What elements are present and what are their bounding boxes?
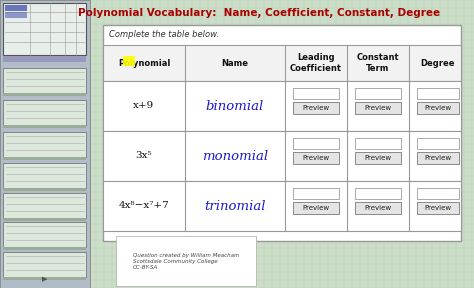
Bar [3, 100, 86, 125]
Bar [293, 88, 339, 99]
Text: Preview: Preview [424, 105, 452, 111]
Text: Leading
Coefficient: Leading Coefficient [290, 53, 342, 73]
Bar [355, 152, 401, 164]
Text: Preview: Preview [302, 205, 329, 211]
Bar [355, 202, 401, 214]
Text: Constant
Term: Constant Term [357, 53, 399, 73]
Bar [417, 152, 459, 164]
Bar [417, 202, 459, 214]
Bar [3, 218, 86, 221]
Bar [103, 25, 461, 241]
Text: Name: Name [221, 58, 248, 67]
Text: Polynomial Vocabulary:  Name, Coefficient, Constant, Degree: Polynomial Vocabulary: Name, Coefficient… [78, 8, 440, 18]
Text: 3x⁵: 3x⁵ [136, 151, 152, 160]
Bar [3, 157, 86, 160]
Text: 4x⁸−x⁷+7: 4x⁸−x⁷+7 [118, 202, 169, 211]
Bar [123, 56, 135, 66]
Text: Preview: Preview [302, 105, 329, 111]
Text: monomial: monomial [202, 149, 268, 162]
Text: Preview: Preview [365, 155, 392, 161]
Bar [417, 188, 459, 199]
Bar [103, 131, 461, 181]
Bar [3, 247, 86, 250]
Bar [3, 193, 86, 218]
Bar [3, 56, 86, 62]
Bar [3, 68, 86, 93]
Text: x+9: x+9 [133, 101, 155, 111]
Text: Polynomial: Polynomial [118, 58, 170, 67]
Bar [0, 0, 90, 288]
Text: Preview: Preview [365, 205, 392, 211]
Text: trinomial: trinomial [204, 200, 266, 213]
Bar [417, 88, 459, 99]
Bar [355, 88, 401, 99]
Text: Preview: Preview [424, 205, 452, 211]
Bar [3, 222, 86, 247]
Bar [103, 181, 461, 231]
Bar [103, 45, 461, 81]
Text: Preview: Preview [424, 155, 452, 161]
Bar [3, 3, 86, 55]
Bar [3, 93, 86, 96]
Text: binomial: binomial [206, 99, 264, 113]
Text: Preview: Preview [302, 155, 329, 161]
Bar [293, 102, 339, 114]
Bar [3, 132, 86, 157]
Bar [3, 163, 86, 188]
Text: Preview: Preview [365, 105, 392, 111]
Bar [3, 252, 86, 277]
Bar [5, 12, 27, 18]
Bar [5, 5, 27, 11]
Bar [103, 81, 461, 131]
Bar [417, 138, 459, 149]
Bar [3, 188, 86, 191]
Bar [293, 138, 339, 149]
Bar [417, 102, 459, 114]
Bar [3, 125, 86, 128]
Bar [293, 202, 339, 214]
Bar [3, 277, 86, 280]
Bar [293, 152, 339, 164]
Bar [355, 188, 401, 199]
Text: Question created by William Meacham
Scottsdale Community College
CC-BY-SA: Question created by William Meacham Scot… [133, 253, 239, 270]
Bar [293, 188, 339, 199]
Text: Degree: Degree [421, 58, 455, 67]
Text: ▶: ▶ [42, 276, 48, 282]
Bar [355, 102, 401, 114]
Text: Complete the table below.: Complete the table below. [109, 30, 219, 39]
Bar [355, 138, 401, 149]
